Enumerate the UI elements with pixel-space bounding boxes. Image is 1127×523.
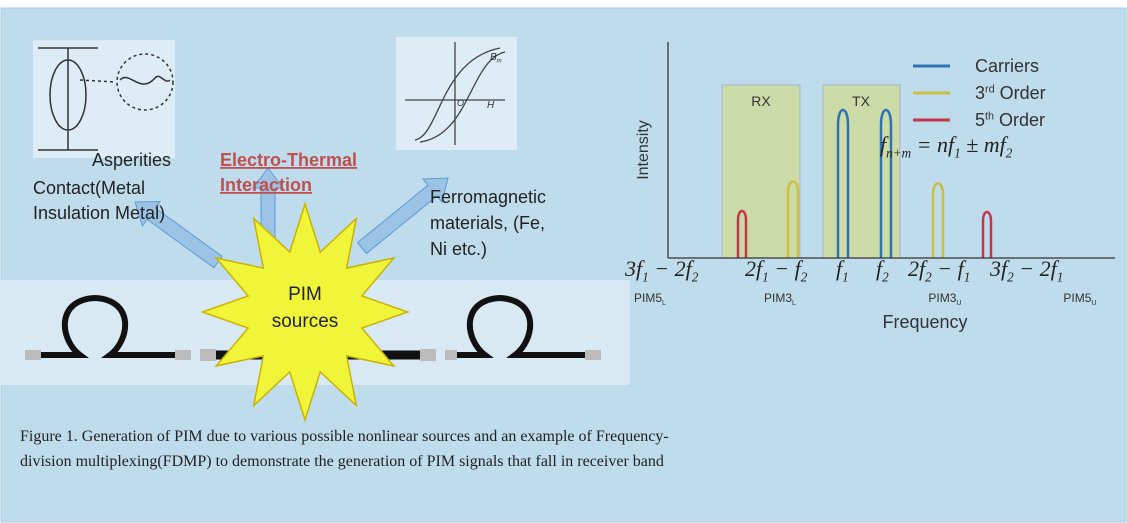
text-part: − f [769,256,804,281]
pim-label: PIM5L​ [634,291,666,307]
subscript: U [1091,298,1096,307]
subscript: m [497,59,502,65]
caption-line: Figure 1. Generation of PIM due to vario… [20,428,669,445]
subscript: L [792,298,796,307]
subscript: 1 [964,270,971,285]
contact-inset [33,40,175,158]
thermal-label: Interaction [220,175,312,195]
subscript: 1 [762,270,769,285]
b-label: Bm​ [490,52,502,65]
arrow [134,201,223,269]
text-part: B [490,52,497,63]
superscript: rd [985,84,995,96]
subscript: n+m [886,146,911,161]
legend-label: 3rd​ Order [975,83,1046,103]
source-label: sources [272,311,339,332]
text-part: = nf [911,132,957,157]
legend-label: Carriers [975,56,1039,76]
starburst [200,201,410,423]
frequency-label: 2f1​ − f2​ [745,256,808,285]
contact-drawing [38,47,174,151]
ferro-label: Ni etc.) [430,239,487,259]
text-part: f [836,256,845,281]
text-part: PIM5 [634,291,662,305]
arrow [356,177,449,255]
text-part: PIM5 [1063,291,1091,305]
frequency-label: 3f2​ − 2f1​ [989,256,1063,285]
text-part: Order [994,110,1045,130]
subscript: 2 [1006,146,1013,161]
subscript: 2 [801,270,808,285]
asperities-label: Asperities [92,150,171,170]
subscript: 2 [882,270,889,285]
formula: fn+m​ = nf1​ ± mf2​ [880,132,1013,161]
text-part: 2f [745,256,765,281]
subscript: 1 [954,146,961,161]
text-part: ± mf [961,132,1009,157]
frequency-label: 3f1​ − 2f2​ [624,256,699,285]
connectors [25,349,601,361]
pim-label: PIM5U​ [1063,291,1096,307]
text-part: − 2f [1014,256,1060,281]
text-part: Carriers [975,56,1039,76]
tx-band [822,84,901,259]
text-part: f [880,132,889,157]
subscript: 1 [842,270,849,285]
superscript: th [985,111,994,123]
legend-label: 5th​ Order [975,110,1045,130]
text-part: 3f [989,256,1010,281]
text-part: 2f [908,256,928,281]
subscript: L [662,298,666,307]
subscript: 2 [925,270,932,285]
text-part: f [876,256,885,281]
y-axis-label: Intensity [635,120,652,180]
contact-label: Insulation Metal) [33,203,165,223]
text-part: − 2f [649,256,695,281]
text-part: Order [995,83,1046,103]
subscript: 2 [692,270,699,285]
text-part: PIM3 [928,291,956,305]
hysteresis [405,42,506,145]
frequency-label: f1​ [836,256,849,285]
subscript: 1 [642,270,649,285]
ferro-label: Ferromagnetic [430,187,546,207]
peaks [736,108,993,258]
frequency-label: f2​ [876,256,889,285]
text-part: − f [932,256,967,281]
source-label: PIM [288,284,322,305]
frequency-label: 2f2​ − f1​ [908,256,970,285]
text-part: 3 [975,83,985,103]
axes [667,42,1115,259]
band-label: TX [852,93,871,109]
subscript: 2 [1007,270,1014,285]
text-part: 3f [624,256,645,281]
thermal-label: Electro-Thermal [220,150,357,170]
h-label: H [487,100,495,111]
pim-label: PIM3U​ [928,291,961,307]
subscript: U [956,298,961,307]
text-part: PIM3 [764,291,792,305]
o-label: O [457,98,464,108]
ferro-label: materials, (Fe, [430,213,545,233]
band-label: RX [751,93,771,109]
pim-label: PIM3L​ [764,291,796,307]
text-part: 5 [975,110,985,130]
caption-line: division multiplexing(FDMP) to demonstra… [20,453,664,470]
subscript: 1 [1057,270,1064,285]
x-axis-label: Frequency [882,312,967,332]
contact-label: Contact(Metal [33,178,145,198]
